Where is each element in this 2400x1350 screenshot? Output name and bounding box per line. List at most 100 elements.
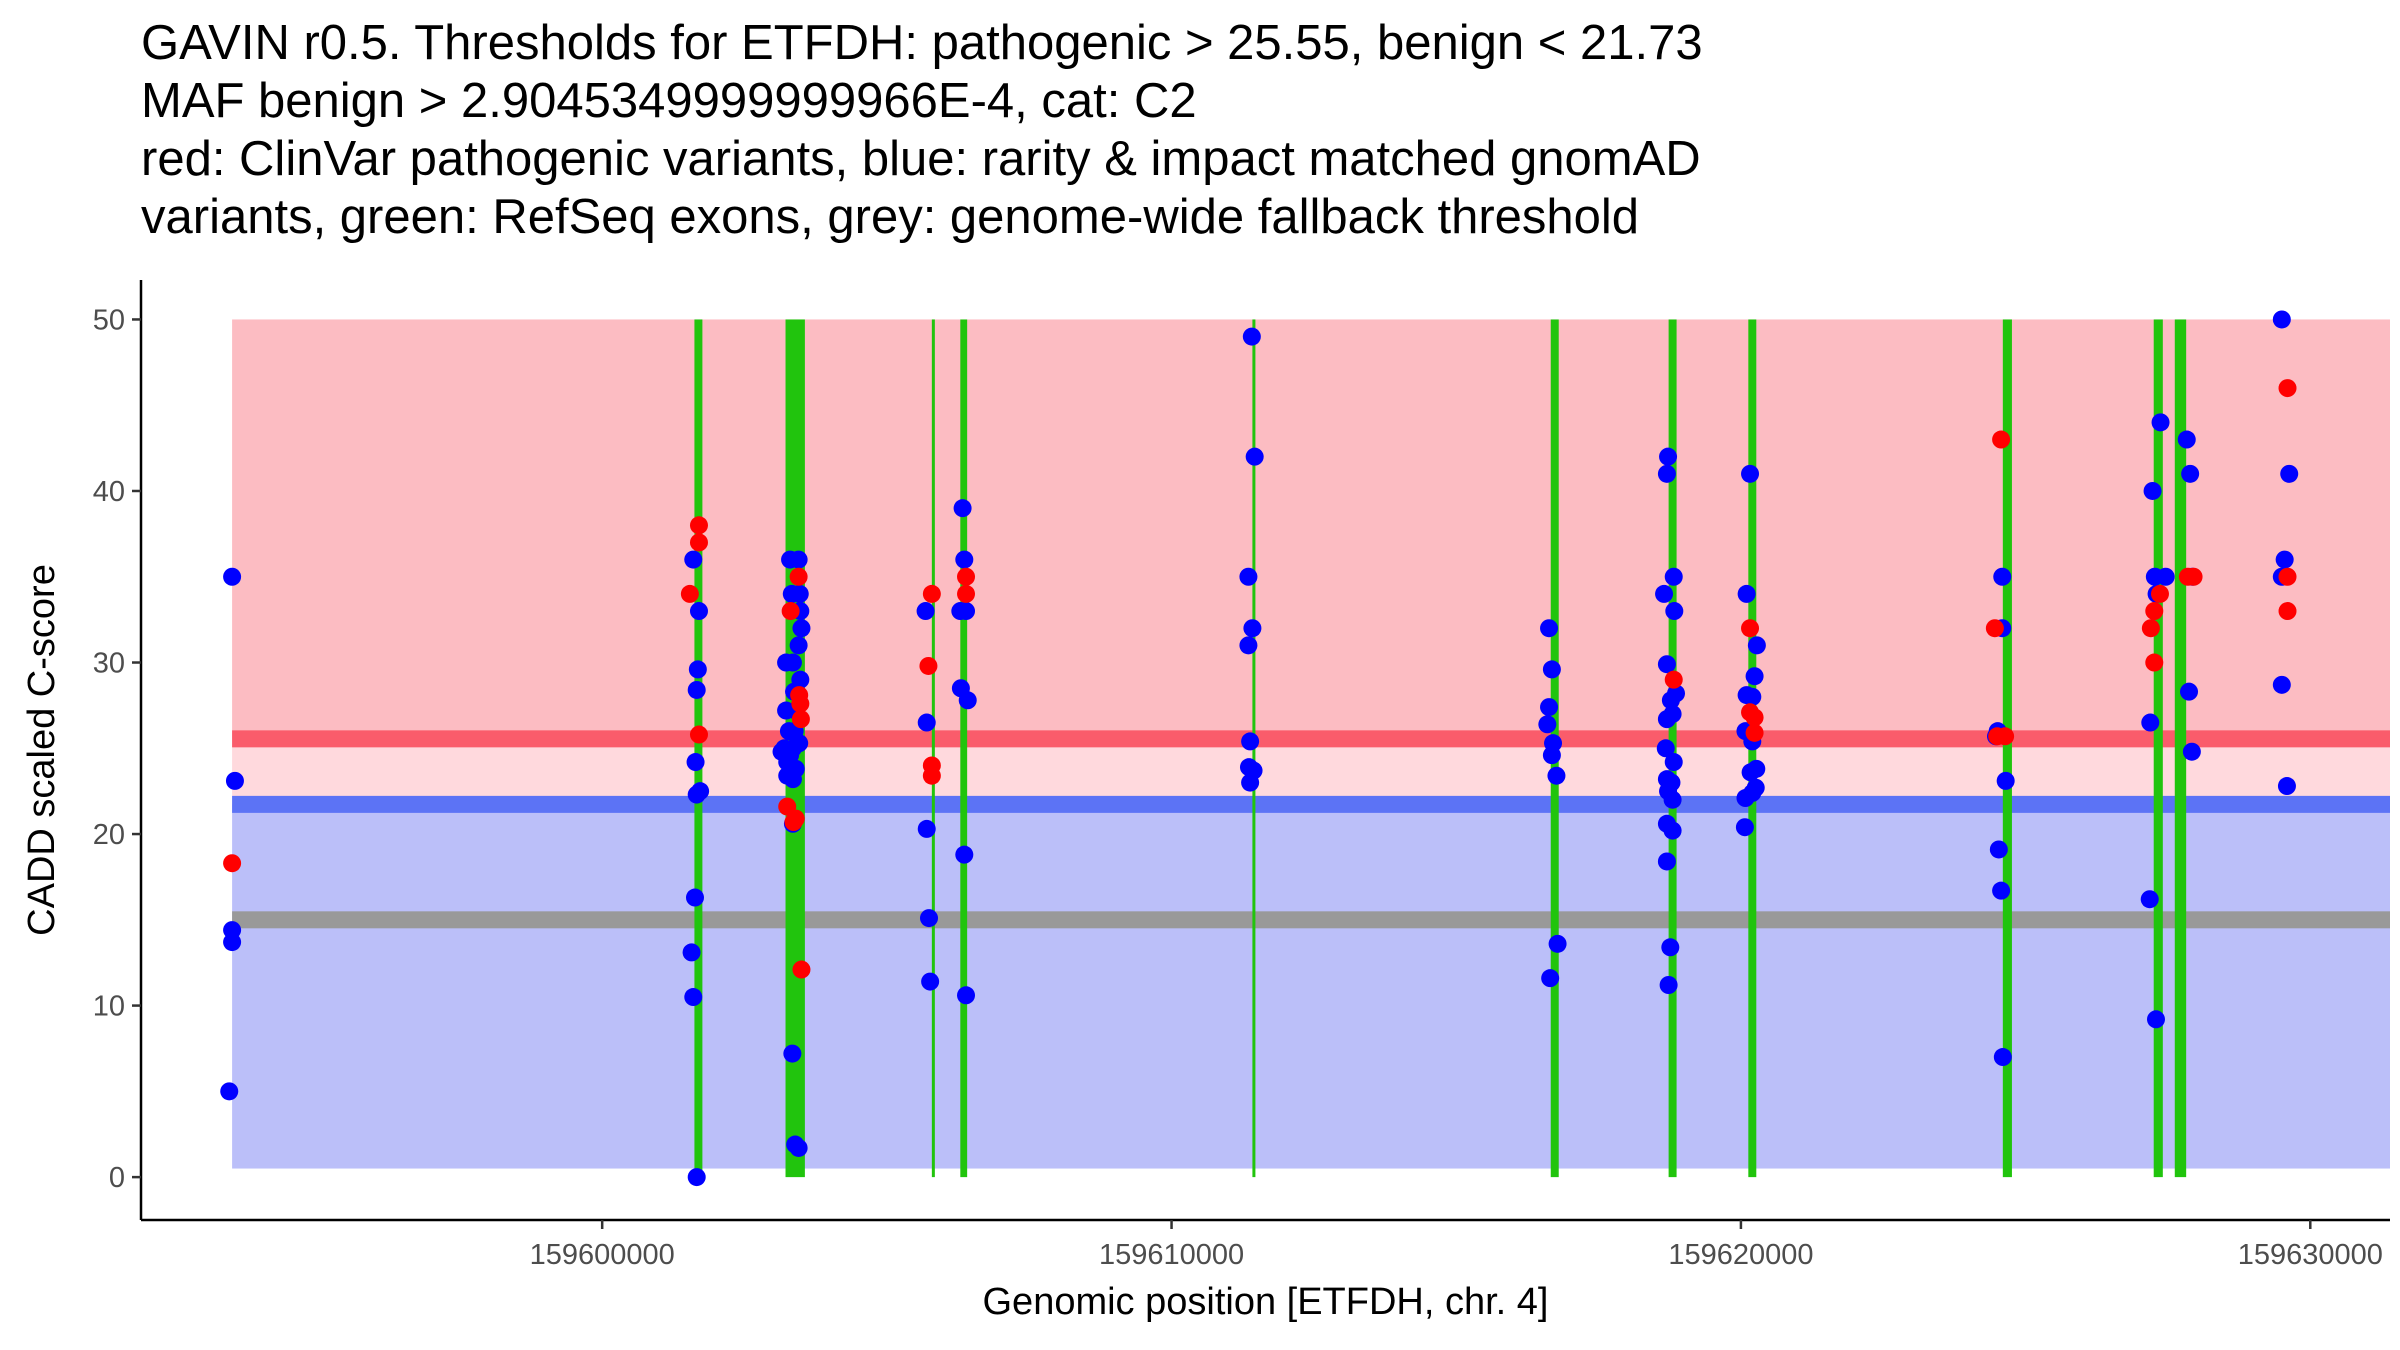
pathogenic-variant-point xyxy=(2141,619,2160,638)
chart-title: GAVIN r0.5. Thresholds for ETFDH: pathog… xyxy=(141,14,1703,246)
pathogenic-variant-point xyxy=(792,960,811,979)
pathogenic-variant-point xyxy=(957,584,976,603)
exon-1 xyxy=(694,319,703,1178)
region-pathogenic-region xyxy=(232,319,2391,739)
gnomad-variant-point xyxy=(920,909,939,928)
benign-threshold-line xyxy=(232,795,2391,813)
pathogenic-variant-point xyxy=(1745,723,1764,742)
gnomad-variant-point xyxy=(1665,602,1684,621)
gnomad-variant-point xyxy=(687,1168,706,1187)
gnomad-variant-point xyxy=(685,888,704,907)
y-tick-label: 20 xyxy=(93,819,125,851)
gnomad-variant-point xyxy=(1743,687,1762,706)
gnomad-variant-point xyxy=(2143,481,2162,500)
pathogenic-variant-point xyxy=(689,533,708,552)
gnomad-variant-point xyxy=(1989,840,2008,859)
x-axis-label: Genomic position [ETFDH, chr. 4] xyxy=(983,1281,1549,1323)
gnomad-variant-point xyxy=(1737,584,1756,603)
title-line-1: GAVIN r0.5. Thresholds for ETFDH: pathog… xyxy=(141,16,1703,70)
gnomad-variant-point xyxy=(921,972,940,991)
variant-points xyxy=(220,310,2299,1187)
pathogenic-variant-point xyxy=(791,710,810,729)
gnomad-variant-point xyxy=(783,1044,802,1063)
gnomad-variant-point xyxy=(684,988,703,1007)
region-benign-region xyxy=(232,804,2391,1169)
gnomad-variant-point xyxy=(1659,447,1678,466)
pathogenic-variant-point xyxy=(689,725,708,744)
gnomad-variant-point xyxy=(2182,742,2201,761)
title-line-3: red: ClinVar pathogenic variants, blue: … xyxy=(141,132,1701,186)
gnomad-variant-point xyxy=(2151,413,2170,432)
gnomad-variant-point xyxy=(220,1082,239,1101)
threshold-regions xyxy=(232,319,2391,1169)
gnomad-variant-point xyxy=(789,1138,808,1157)
gnomad-variant-point xyxy=(1657,710,1676,729)
pathogenic-variant-point xyxy=(1745,708,1764,727)
gnomad-variant-point xyxy=(916,602,935,621)
gnomad-variant-point xyxy=(1548,934,1567,953)
pathogenic-variant-point xyxy=(2145,602,2164,621)
x-tick-label: 159610000 xyxy=(1099,1239,1244,1271)
pathogenic-variant-point xyxy=(922,766,941,785)
pathogenic-variant-point xyxy=(2278,379,2297,398)
gnomad-variant-point xyxy=(225,771,244,790)
pathogenic-variant-point xyxy=(2150,584,2169,603)
exon-10 xyxy=(2153,319,2163,1178)
gnomad-variant-point xyxy=(1741,763,1760,782)
title-line-2: MAF benign > 2.9045349999999966E-4, cat:… xyxy=(141,74,1197,128)
gnomad-variant-point xyxy=(957,986,976,1005)
gnomad-variant-point xyxy=(1993,567,2012,586)
gnomad-variant-point xyxy=(1661,938,1680,957)
pathogenic-threshold-line xyxy=(232,730,2391,748)
pathogenic-variant-point xyxy=(689,516,708,535)
pathogenic-variant-point xyxy=(1996,727,2015,746)
gnomad-variant-point xyxy=(1245,447,1264,466)
gnomad-variant-point xyxy=(1241,773,1260,792)
gnomad-variant-point xyxy=(1657,852,1676,871)
pathogenic-variant-point xyxy=(2145,653,2164,672)
gnomad-variant-point xyxy=(1242,327,1261,346)
axis-labels: Genomic position [ETFDH, chr. 4] CADD sca… xyxy=(21,564,1548,1323)
y-tick-label: 50 xyxy=(93,304,125,336)
pathogenic-variant-point xyxy=(1985,619,2004,638)
gnomad-variant-point xyxy=(2272,675,2291,694)
gnomad-variant-point xyxy=(1657,655,1676,674)
gnomad-variant-point xyxy=(687,785,706,804)
gnomad-variant-point xyxy=(1661,691,1680,710)
pathogenic-variant-point xyxy=(1741,619,1760,638)
gnomad-variant-point xyxy=(2177,430,2196,449)
gnomad-variant-point xyxy=(957,602,976,621)
y-tick-label: 10 xyxy=(93,991,125,1023)
gnomad-variant-point xyxy=(1547,766,1566,785)
gnomad-variant-point xyxy=(1241,732,1260,751)
threshold-lines xyxy=(232,730,2391,929)
gnomad-variant-point xyxy=(1735,818,1754,837)
gnomad-variant-point xyxy=(1243,619,1262,638)
gnomad-variant-point xyxy=(1663,790,1682,809)
gnomad-variant-point xyxy=(2140,890,2159,909)
gnomad-variant-point xyxy=(783,653,802,672)
axes: 0 10 20 30 40 50 159600000 159610000 159620000 15… xyxy=(93,280,2390,1271)
gnomad-variant-point xyxy=(1540,698,1559,717)
gnomad-variant-point xyxy=(1657,464,1676,483)
gnomad-variant-point xyxy=(1541,969,1560,988)
x-tick-label: 159630000 xyxy=(2238,1239,2383,1271)
gnomad-variant-point xyxy=(1540,619,1559,638)
gnomad-variant-point xyxy=(783,770,802,789)
gnomad-variant-point xyxy=(955,550,974,569)
exon-9 xyxy=(2002,319,2012,1178)
gnomad-variant-point xyxy=(1747,636,1766,655)
gnomad-variant-point xyxy=(953,499,972,518)
gnomad-variant-point xyxy=(2146,1010,2165,1029)
gnomad-variant-point xyxy=(1664,753,1683,772)
exon-3 xyxy=(931,319,935,1178)
x-tick-label: 159600000 xyxy=(530,1239,675,1271)
pathogenic-variant-point xyxy=(2184,567,2203,586)
pathogenic-variant-point xyxy=(789,567,808,586)
gnomad-variant-point xyxy=(223,933,242,952)
gnomad-variant-point xyxy=(689,602,708,621)
gnomad-variant-point xyxy=(790,584,809,603)
gnomad-variant-point xyxy=(2180,682,2199,701)
pathogenic-variant-point xyxy=(680,584,699,603)
